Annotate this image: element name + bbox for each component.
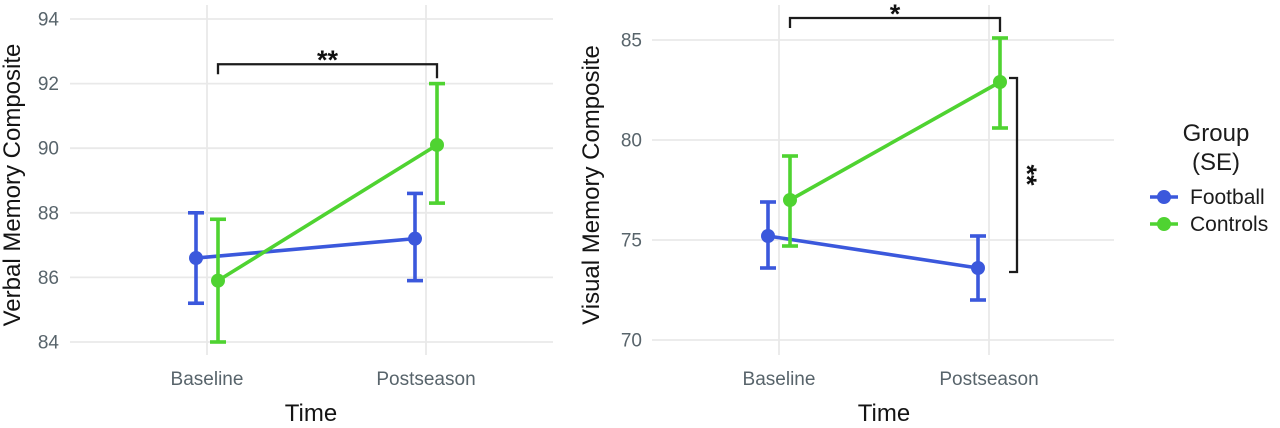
y-tick-label-92: 92: [38, 74, 59, 95]
sig-bracket-times-0: [216, 63, 439, 79]
legend-title-se: (SE): [1192, 149, 1240, 176]
sig-bracket-groups-1: [1009, 76, 1019, 274]
point-controls-postseason: [993, 75, 1007, 89]
y-tick-label-80: 80: [621, 131, 642, 152]
series-line-football: [767, 234, 979, 270]
y-tick-label-85: 85: [621, 31, 642, 52]
y-tick-label-84: 84: [38, 333, 60, 354]
x-tick-label-postseason: Postseason: [376, 369, 475, 390]
sig-bracket-times-1: [788, 16, 1002, 32]
legend-item-football: Football: [1150, 186, 1265, 209]
sig-label-times-0: **: [317, 45, 339, 75]
legend: Group (SE) Football Controls: [1150, 120, 1268, 236]
point-football-baseline: [189, 251, 203, 266]
controls-legend-point-icon: [1157, 217, 1171, 231]
point-football-postseason: [408, 231, 422, 246]
right-y-axis-title: Visual Memory Composite: [578, 45, 605, 325]
sig-label-groups-1: **: [1012, 164, 1042, 186]
y-tick-label-86: 86: [38, 268, 59, 289]
y-tick-label-90: 90: [38, 139, 59, 160]
football-legend-point-icon: [1157, 190, 1171, 204]
legend-item-controls: Controls: [1150, 213, 1268, 236]
y-tick-label-75: 75: [621, 231, 642, 252]
x-tick-label-baseline: Baseline: [743, 369, 816, 390]
x-tick-label-baseline: Baseline: [171, 369, 244, 390]
left-y-axis-title: Verbal Memory Composite: [0, 44, 26, 327]
left-x-axis-title: Time: [285, 400, 337, 427]
x-tick-label-postseason: Postseason: [939, 369, 1038, 390]
series-line-controls: [217, 143, 438, 283]
y-tick-label-94: 94: [38, 10, 60, 31]
point-football-postseason: [971, 261, 985, 275]
point-football-baseline: [761, 229, 775, 243]
legend-title: Group: [1183, 120, 1250, 147]
y-tick-label-70: 70: [621, 331, 642, 352]
point-controls-postseason: [430, 137, 444, 152]
right-x-axis-title: Time: [858, 400, 910, 427]
sig-label-times-1: *: [890, 0, 901, 29]
point-controls-baseline: [211, 273, 225, 288]
legend-label-football: Football: [1190, 186, 1265, 209]
series-line-controls: [789, 80, 1001, 202]
verbal-memory-panel: 84 86 88 90 92 94 Baseline Postseason **: [38, 5, 553, 390]
legend-label-controls: Controls: [1190, 213, 1268, 236]
point-controls-baseline: [783, 193, 797, 207]
y-tick-label-88: 88: [38, 203, 59, 224]
series-line-football: [195, 236, 416, 260]
